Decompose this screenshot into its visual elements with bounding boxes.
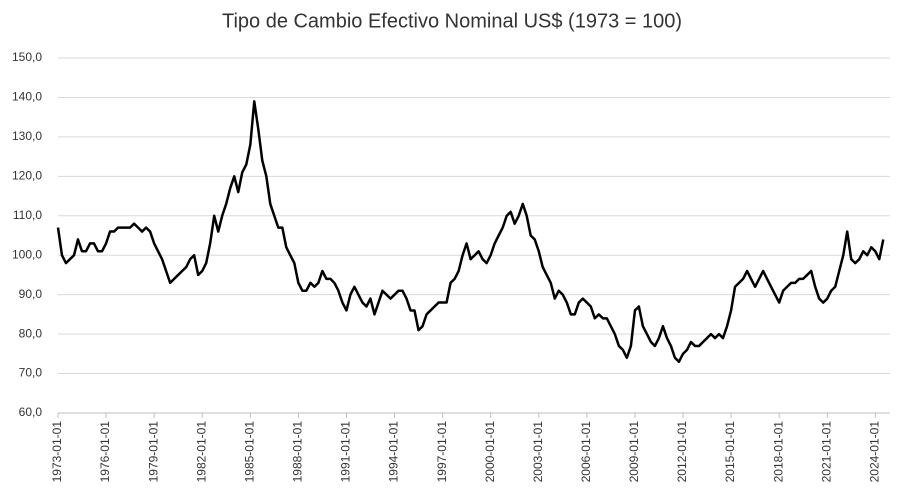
data-line xyxy=(56,100,885,363)
y-tick-label: 100,0 xyxy=(12,247,42,261)
chart-title: Tipo de Cambio Efectivo Nominal US$ (197… xyxy=(222,10,682,32)
x-tick-label: 1997-01-01 xyxy=(435,421,449,483)
x-tick-label: 1982-01-01 xyxy=(194,421,208,483)
x-tick-label: 1991-01-01 xyxy=(339,421,353,483)
y-tick-label: 140,0 xyxy=(12,90,42,104)
x-tick-label: 2003-01-01 xyxy=(531,421,545,483)
x-tick-label: 1988-01-01 xyxy=(291,421,305,483)
x-tick-label: 2012-01-01 xyxy=(675,421,689,483)
x-tick-label: 2021-01-01 xyxy=(819,421,833,483)
y-tick-label: 150,0 xyxy=(12,50,42,64)
x-tick-label: 1979-01-01 xyxy=(146,421,160,483)
x-tick-label: 2015-01-01 xyxy=(723,421,737,483)
y-tick-label: 70,0 xyxy=(19,366,43,380)
x-tick-label: 2024-01-01 xyxy=(867,421,881,483)
x-tick-label: 2000-01-01 xyxy=(483,421,497,483)
x-tick-label: 2018-01-01 xyxy=(771,421,785,483)
x-tick-label: 1973-01-01 xyxy=(50,421,64,483)
x-tick-label: 1976-01-01 xyxy=(98,421,112,483)
x-tick-label: 1994-01-01 xyxy=(387,421,401,483)
y-tick-label: 110,0 xyxy=(13,208,42,222)
x-tick-label: 2006-01-01 xyxy=(579,421,593,483)
x-tick-label: 1985-01-01 xyxy=(242,421,256,483)
y-tick-label: 90,0 xyxy=(19,287,43,301)
y-tick-label: 80,0 xyxy=(19,326,43,340)
y-tick-label: 60,0 xyxy=(19,405,43,419)
y-tick-label: 130,0 xyxy=(12,129,42,143)
y-tick-label: 120,0 xyxy=(12,169,42,183)
x-tick-label: 2009-01-01 xyxy=(627,421,641,483)
